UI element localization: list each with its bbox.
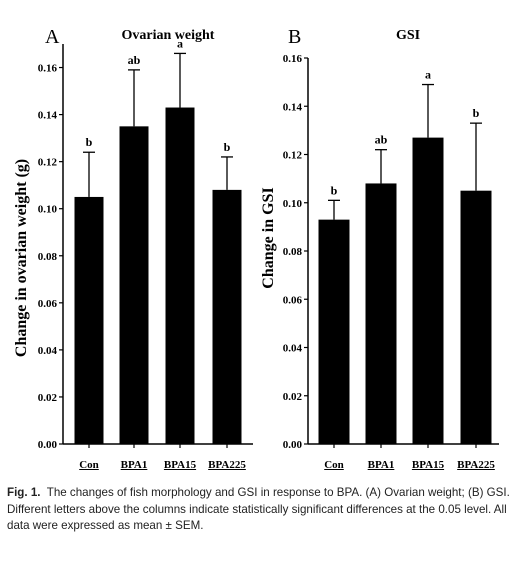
panel-a-category-label: BPA15 bbox=[164, 459, 197, 470]
panel-b-y-tick-label: 0.02 bbox=[283, 391, 303, 403]
panel-a-y-tick-label: 0.16 bbox=[38, 63, 58, 75]
panel-a-category-label: BPA225 bbox=[208, 459, 246, 470]
panel-b-ylabel: Change in GSI bbox=[260, 187, 277, 288]
panel-b-y-tick-label: 0.14 bbox=[283, 101, 303, 113]
panel-b-y-tick-label: 0.04 bbox=[283, 343, 303, 355]
figure-charts: A Ovarian weight Change in ovarian weigh… bbox=[13, 26, 499, 470]
panel-b-significance-letter: ab bbox=[375, 133, 388, 147]
panel-b-chart: B GSI Change in GSI 0.00 0.02 0.04 0.06 0.08… bbox=[260, 26, 499, 470]
panel-a-y-tick-label: 0.10 bbox=[38, 204, 58, 216]
panel-b-category-label: BPA1 bbox=[368, 459, 395, 470]
panel-a-bar-bpa1 bbox=[119, 126, 149, 445]
panel-a-bar-con bbox=[74, 196, 104, 444]
panel-b-category-label: BPA15 bbox=[412, 459, 445, 470]
panel-a-y-tick-label: 0.06 bbox=[38, 298, 58, 310]
panel-b-bar-con bbox=[318, 219, 350, 444]
panel-a-chart: A Ovarian weight Change in ovarian weigh… bbox=[13, 26, 253, 470]
figure-caption: Fig. 1. The changes of fish morphology a… bbox=[7, 485, 513, 535]
panel-a-ylabel: Change in ovarian weight (g) bbox=[13, 159, 30, 357]
panel-a-significance-letter: b bbox=[224, 140, 231, 154]
panel-b-significance-letter: b bbox=[331, 183, 338, 197]
panel-b-significance-letter: a bbox=[425, 68, 431, 82]
panel-b-significance-letter: b bbox=[473, 106, 480, 120]
panel-b-y-tick-label: 0.12 bbox=[283, 150, 303, 162]
panel-b-y-tick-label: 0.10 bbox=[283, 198, 303, 210]
panel-a-y-tick-label: 0.08 bbox=[38, 251, 58, 263]
panel-a-letter: A bbox=[45, 26, 60, 48]
panel-a-y-tick-label: 0.00 bbox=[38, 439, 58, 451]
panel-a-title: Ovarian weight bbox=[122, 28, 215, 43]
panel-a-bar-bpa225 bbox=[212, 189, 242, 444]
panel-b-bar-bpa225 bbox=[460, 190, 492, 444]
caption-label: Fig. 1. bbox=[7, 486, 41, 499]
panel-a-bar-bpa15 bbox=[165, 107, 195, 444]
panel-a-y-tick-label: 0.04 bbox=[38, 345, 58, 357]
panel-b-bars: b Con ab BPA1 a BPA15 b BPA225 bbox=[318, 68, 495, 470]
panel-b-bar-bpa15 bbox=[412, 137, 444, 445]
panel-a-y-tick-label: 0.14 bbox=[38, 110, 58, 122]
panel-b-y-tick-label: 0.08 bbox=[283, 246, 303, 258]
panel-b-letter: B bbox=[288, 26, 301, 48]
panel-b-y-tick-label: 0.16 bbox=[283, 53, 303, 65]
panel-a-significance-letter: ab bbox=[128, 53, 141, 67]
panel-a-bars: b Con ab BPA1 a BPA15 b BPA225 bbox=[74, 36, 246, 470]
panel-b-bar-bpa1 bbox=[365, 183, 397, 444]
panel-a-significance-letter: a bbox=[177, 36, 183, 50]
panel-a-category-label: Con bbox=[79, 459, 99, 470]
panel-a-y-axis: 0.00 0.02 0.04 0.06 0.08 0.10 0.12 0.14 0.16 bbox=[38, 44, 253, 451]
panel-a-y-tick-label: 0.02 bbox=[38, 392, 58, 404]
panel-b-title: GSI bbox=[396, 28, 420, 43]
panel-b-y-tick-label: 0.00 bbox=[283, 439, 303, 451]
panel-b-y-tick-label: 0.06 bbox=[283, 294, 303, 306]
caption-text: The changes of fish morphology and GSI i… bbox=[7, 486, 510, 532]
panel-b-category-label: Con bbox=[324, 459, 344, 470]
panel-a-category-label: BPA1 bbox=[121, 459, 148, 470]
panel-a-significance-letter: b bbox=[86, 135, 93, 149]
panel-a-y-tick-label: 0.12 bbox=[38, 157, 58, 169]
panel-b-category-label: BPA225 bbox=[457, 459, 495, 470]
